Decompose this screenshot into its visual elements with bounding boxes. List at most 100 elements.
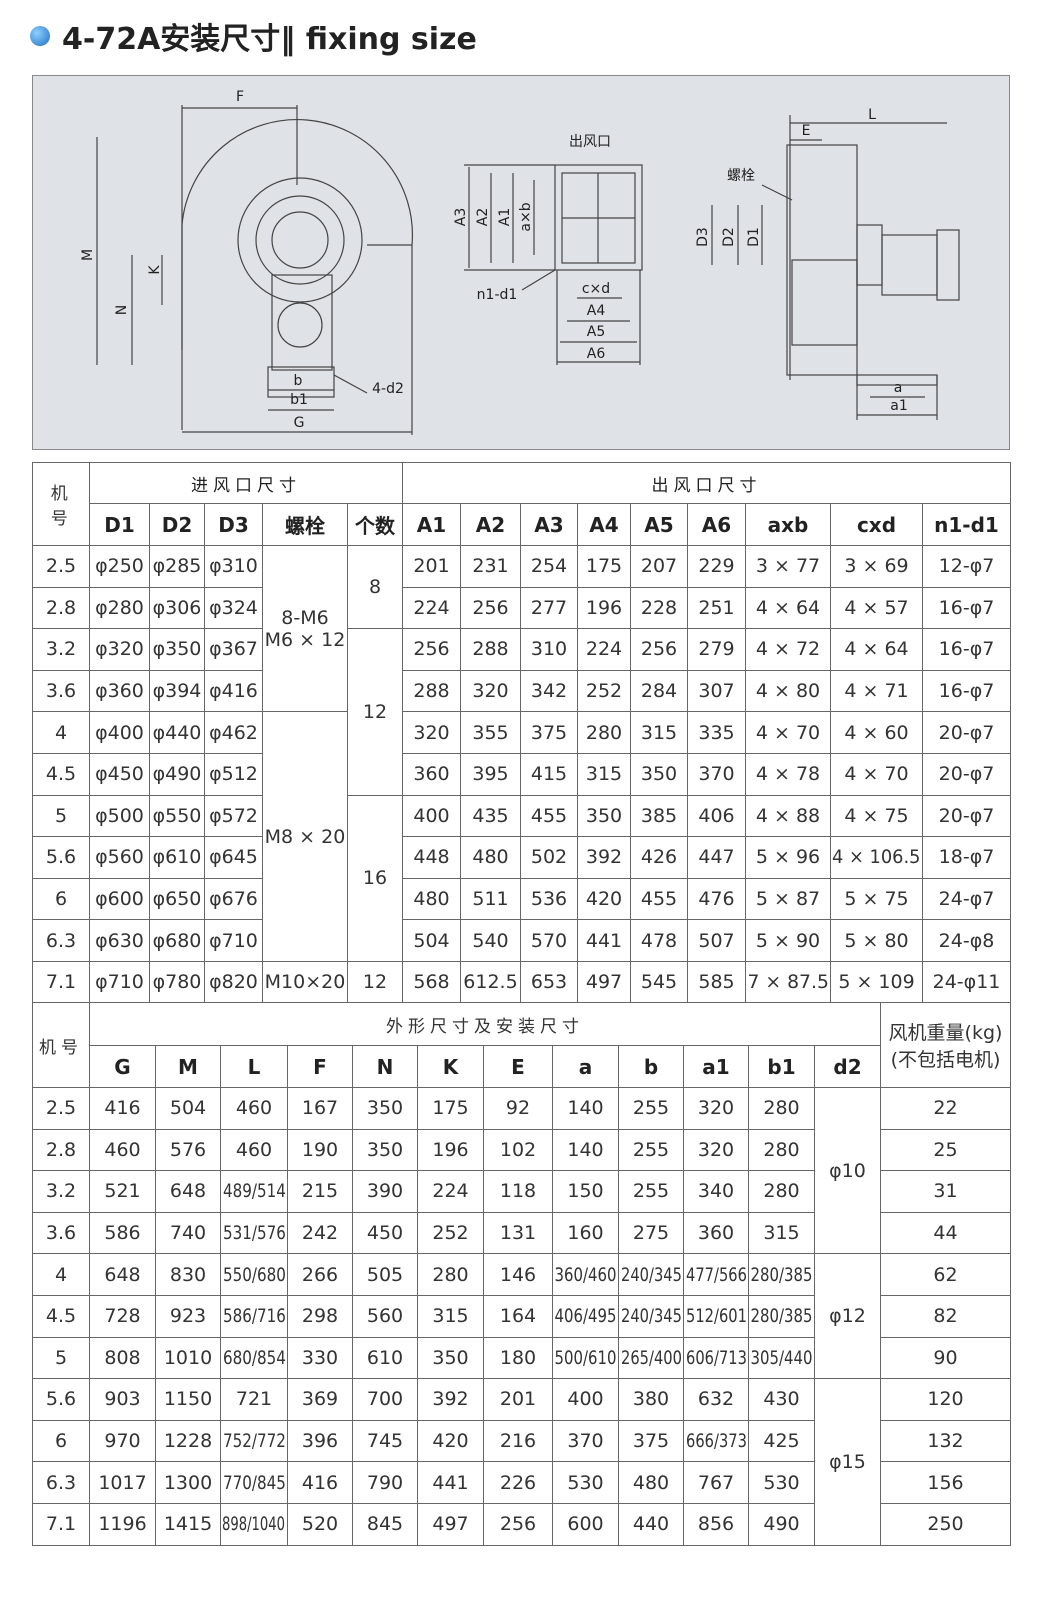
value-cell: 497 bbox=[577, 961, 631, 1004]
cell-text: φ350 bbox=[152, 638, 202, 661]
cell-text: L bbox=[247, 1054, 261, 1079]
cell-text: 4.5 bbox=[45, 1305, 77, 1328]
cell-text: φ500 bbox=[95, 804, 144, 827]
value-cell: 16-φ7 bbox=[922, 586, 1011, 630]
value-cell: 406/495 bbox=[552, 1295, 619, 1338]
value-cell: 520 bbox=[287, 1503, 353, 1546]
cell-text: 160 bbox=[567, 1222, 604, 1245]
value-cell: φ310 bbox=[204, 545, 263, 588]
cell-text: 风机重量(kg) bbox=[888, 1022, 1003, 1044]
row-id: 2.5 bbox=[32, 1087, 90, 1130]
cell-text: 745 bbox=[366, 1430, 404, 1453]
row-id: 3.2 bbox=[32, 628, 90, 671]
cell-text: D2 bbox=[161, 512, 193, 537]
column-header: A3 bbox=[520, 503, 578, 546]
value-cell: 24-φ7 bbox=[922, 877, 1011, 921]
value-cell: 770/845 bbox=[220, 1461, 288, 1504]
cell-text: A3 bbox=[534, 512, 564, 537]
value-cell: 385 bbox=[630, 794, 688, 838]
cell-text: 315 bbox=[432, 1305, 469, 1328]
value-cell: φ367 bbox=[204, 628, 263, 671]
value-cell: 507 bbox=[687, 919, 746, 962]
column-header: D3 bbox=[204, 503, 263, 546]
cell-text: 370 bbox=[698, 763, 735, 786]
value-cell: 315 bbox=[630, 711, 688, 754]
cell-text: 320 bbox=[697, 1138, 735, 1161]
cell-text: 6 bbox=[54, 888, 68, 911]
value-cell: 5 × 75 bbox=[830, 877, 923, 921]
cell-text: 12-φ7 bbox=[938, 555, 995, 578]
row-id: 7.1 bbox=[32, 961, 90, 1004]
cell-text: 196 bbox=[585, 596, 623, 619]
dimension-label: a1 bbox=[890, 398, 908, 414]
cell-text: φ400 bbox=[95, 721, 144, 744]
value-cell: 1228 bbox=[155, 1419, 221, 1463]
value-cell: φ710 bbox=[89, 961, 150, 1004]
cell-text: M bbox=[178, 1054, 198, 1079]
value-cell: 390 bbox=[352, 1170, 418, 1213]
cell-text: 螺栓 bbox=[285, 514, 325, 538]
value-cell: φ400 bbox=[89, 711, 150, 754]
value-cell: 4 × 78 bbox=[745, 753, 831, 796]
value-cell: 252 bbox=[417, 1211, 484, 1255]
cell-text: 280/385 bbox=[750, 1263, 813, 1286]
cell-text: 12 bbox=[362, 971, 388, 994]
value-cell: 132 bbox=[880, 1419, 1011, 1463]
row-id: 6 bbox=[32, 877, 90, 921]
value-cell: 450 bbox=[352, 1211, 418, 1255]
value-cell: 307 bbox=[687, 669, 746, 713]
cell-text: 460 bbox=[104, 1138, 141, 1161]
column-header: D2 bbox=[149, 503, 205, 546]
cell-text: 275 bbox=[632, 1222, 670, 1245]
dimension-label: D1 bbox=[746, 227, 762, 247]
value-cell: φ360 bbox=[89, 669, 150, 713]
column-header: d2 bbox=[814, 1045, 881, 1088]
value-cell: φ550 bbox=[149, 794, 205, 838]
cell-text: 231 bbox=[472, 555, 509, 578]
value-cell: 201 bbox=[402, 545, 461, 588]
value-cell: 44 bbox=[880, 1211, 1011, 1255]
value-cell: 5 × 87 bbox=[745, 877, 831, 921]
cell-text: 480 bbox=[413, 888, 450, 911]
value-cell: 426 bbox=[630, 836, 688, 879]
column-header: n1-d1 bbox=[922, 503, 1011, 546]
value-cell: 8 bbox=[347, 545, 403, 630]
cell-text: 150 bbox=[567, 1180, 604, 1203]
cell-text: 4 × 75 bbox=[844, 804, 909, 827]
cell-text: 1300 bbox=[163, 1471, 213, 1494]
cell-text: 4 × 70 bbox=[844, 763, 909, 786]
cell-text: 5 × 96 bbox=[755, 846, 821, 869]
value-cell: 288 bbox=[460, 628, 521, 671]
cell-text: 255 bbox=[632, 1097, 670, 1120]
value-cell: 350 bbox=[577, 794, 631, 838]
cell-text: 355 bbox=[472, 721, 509, 744]
row-id: 7.1 bbox=[32, 1503, 90, 1546]
cell-text: 140 bbox=[567, 1097, 604, 1120]
cell-text: 288 bbox=[413, 680, 450, 703]
cell-text: φ10 bbox=[829, 1159, 866, 1182]
cell-text: cxd bbox=[856, 512, 897, 537]
cell-text: 360/460 bbox=[554, 1263, 617, 1286]
cell-text: 216 bbox=[499, 1430, 537, 1453]
value-cell: 164 bbox=[483, 1295, 553, 1338]
cell-text: 970 bbox=[104, 1430, 141, 1453]
bullet-icon bbox=[30, 26, 50, 46]
cell-text: 478 bbox=[640, 929, 678, 952]
value-cell: φ780 bbox=[149, 961, 205, 1004]
value-cell: 5 × 80 bbox=[830, 919, 923, 962]
cell-text: A4 bbox=[589, 512, 619, 537]
value-cell: 146 bbox=[483, 1253, 553, 1296]
value-cell: 305/440 bbox=[748, 1336, 815, 1380]
cell-text: 530 bbox=[567, 1471, 604, 1494]
value-cell: 4 × 70 bbox=[745, 711, 831, 754]
cell-text: a1 bbox=[702, 1054, 730, 1079]
value-cell: 420 bbox=[417, 1419, 484, 1463]
value-cell: 489/514 bbox=[220, 1170, 288, 1213]
cell-text: φ285 bbox=[152, 555, 202, 578]
cell-text: 586/716 bbox=[222, 1305, 286, 1328]
value-cell: 92 bbox=[483, 1087, 553, 1130]
value-cell: 284 bbox=[630, 669, 688, 713]
value-cell: 478 bbox=[630, 919, 688, 962]
cell-text: 3.2 bbox=[45, 1180, 77, 1203]
